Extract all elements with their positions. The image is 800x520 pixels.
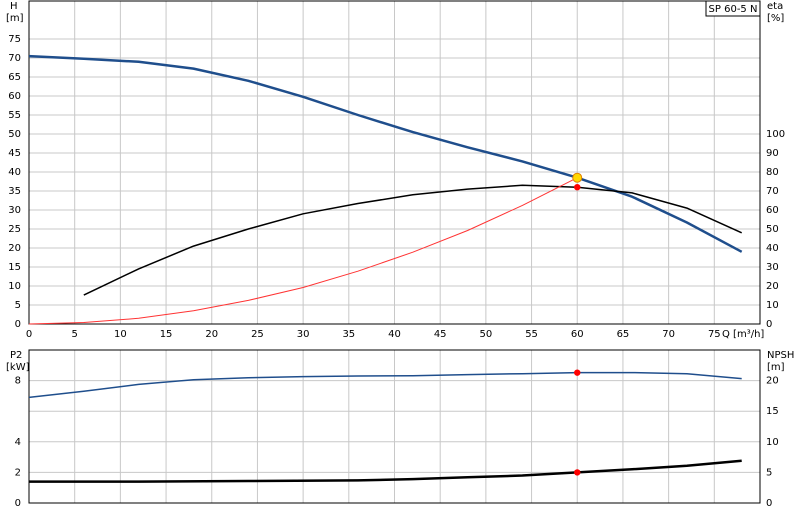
y2-tick-label: 100 xyxy=(766,129,785,140)
y-tick-label: 0 xyxy=(15,498,21,509)
y-tick-label: 75 xyxy=(8,34,21,45)
y2-axis-unit: [m] xyxy=(767,362,785,373)
y-tick-label: 8 xyxy=(15,376,21,387)
y-tick-label: 60 xyxy=(8,91,21,102)
duty-point xyxy=(574,184,581,191)
y-tick-label: 40 xyxy=(8,167,21,178)
y-tick-label: 0 xyxy=(15,319,21,330)
x-tick-label: 0 xyxy=(26,329,32,340)
y-tick-label: 20 xyxy=(8,243,21,254)
duty-point xyxy=(574,469,581,476)
x-tick-label: 10 xyxy=(114,329,127,340)
x-tick-label: 55 xyxy=(525,329,538,340)
y2-tick-label: 40 xyxy=(766,243,779,254)
y-axis-label: P2 xyxy=(10,350,22,361)
y2-axis-unit: [%] xyxy=(767,13,784,24)
x-tick-label: 65 xyxy=(617,329,630,340)
y2-tick-label: 70 xyxy=(766,186,779,197)
duty-point xyxy=(572,172,583,183)
x-tick-label: 75 xyxy=(708,329,721,340)
y2-tick-label: 30 xyxy=(766,262,779,273)
y2-tick-label: 15 xyxy=(766,406,779,417)
y-axis-unit: [m] xyxy=(6,13,24,24)
x-tick-label: 45 xyxy=(434,329,447,340)
y-tick-label: 15 xyxy=(8,262,21,273)
y2-tick-label: 20 xyxy=(766,376,779,387)
y-tick-label: 35 xyxy=(8,186,21,197)
x-tick-label: 40 xyxy=(388,329,401,340)
x-tick-label: 25 xyxy=(251,329,264,340)
y-axis-label: H xyxy=(10,1,18,12)
y-tick-label: 70 xyxy=(8,53,21,64)
y2-axis-label: eta xyxy=(767,1,783,12)
x-tick-label: 50 xyxy=(480,329,493,340)
curve xyxy=(29,459,742,483)
y2-tick-label: 20 xyxy=(766,281,779,292)
curve xyxy=(28,177,578,325)
y2-tick-label: 0 xyxy=(766,498,772,509)
x-tick-label: 5 xyxy=(72,329,78,340)
plot-frame xyxy=(28,349,761,504)
y2-tick-label: 60 xyxy=(766,205,779,216)
y-tick-label: 4 xyxy=(15,437,21,448)
y2-axis-label: NPSH xyxy=(767,350,794,361)
plot-frame xyxy=(28,0,761,325)
y-tick-label: 65 xyxy=(8,72,21,83)
y-tick-label: 10 xyxy=(8,281,21,292)
x-tick-label: 35 xyxy=(342,329,355,340)
x-tick-label: 20 xyxy=(205,329,218,340)
y2-tick-label: 50 xyxy=(766,224,779,235)
curve xyxy=(28,371,742,399)
y-tick-label: 50 xyxy=(8,129,21,140)
title-box xyxy=(705,0,761,17)
y-tick-label: 55 xyxy=(8,110,21,121)
y2-tick-label: 0 xyxy=(766,319,772,330)
x-tick-label: 70 xyxy=(662,329,675,340)
x-tick-label: 30 xyxy=(297,329,310,340)
y-tick-label: 25 xyxy=(8,224,21,235)
duty-point xyxy=(574,369,581,376)
y-axis-unit: [kW] xyxy=(6,362,30,373)
x-axis-label: Q [m³/h] xyxy=(722,329,764,340)
curve xyxy=(28,54,743,253)
y-tick-label: 30 xyxy=(8,205,21,216)
y-tick-label: 2 xyxy=(15,467,21,478)
y2-tick-label: 80 xyxy=(766,167,779,178)
chart-title: SP 60-5 N xyxy=(709,4,758,15)
curve xyxy=(83,184,743,296)
y2-tick-label: 10 xyxy=(766,437,779,448)
y2-tick-label: 90 xyxy=(766,148,779,159)
x-tick-label: 15 xyxy=(160,329,173,340)
y2-tick-label: 5 xyxy=(766,467,772,478)
y2-tick-label: 10 xyxy=(766,300,779,311)
y-tick-label: 5 xyxy=(15,300,21,311)
x-tick-label: 60 xyxy=(571,329,584,340)
y-tick-label: 45 xyxy=(8,148,21,159)
